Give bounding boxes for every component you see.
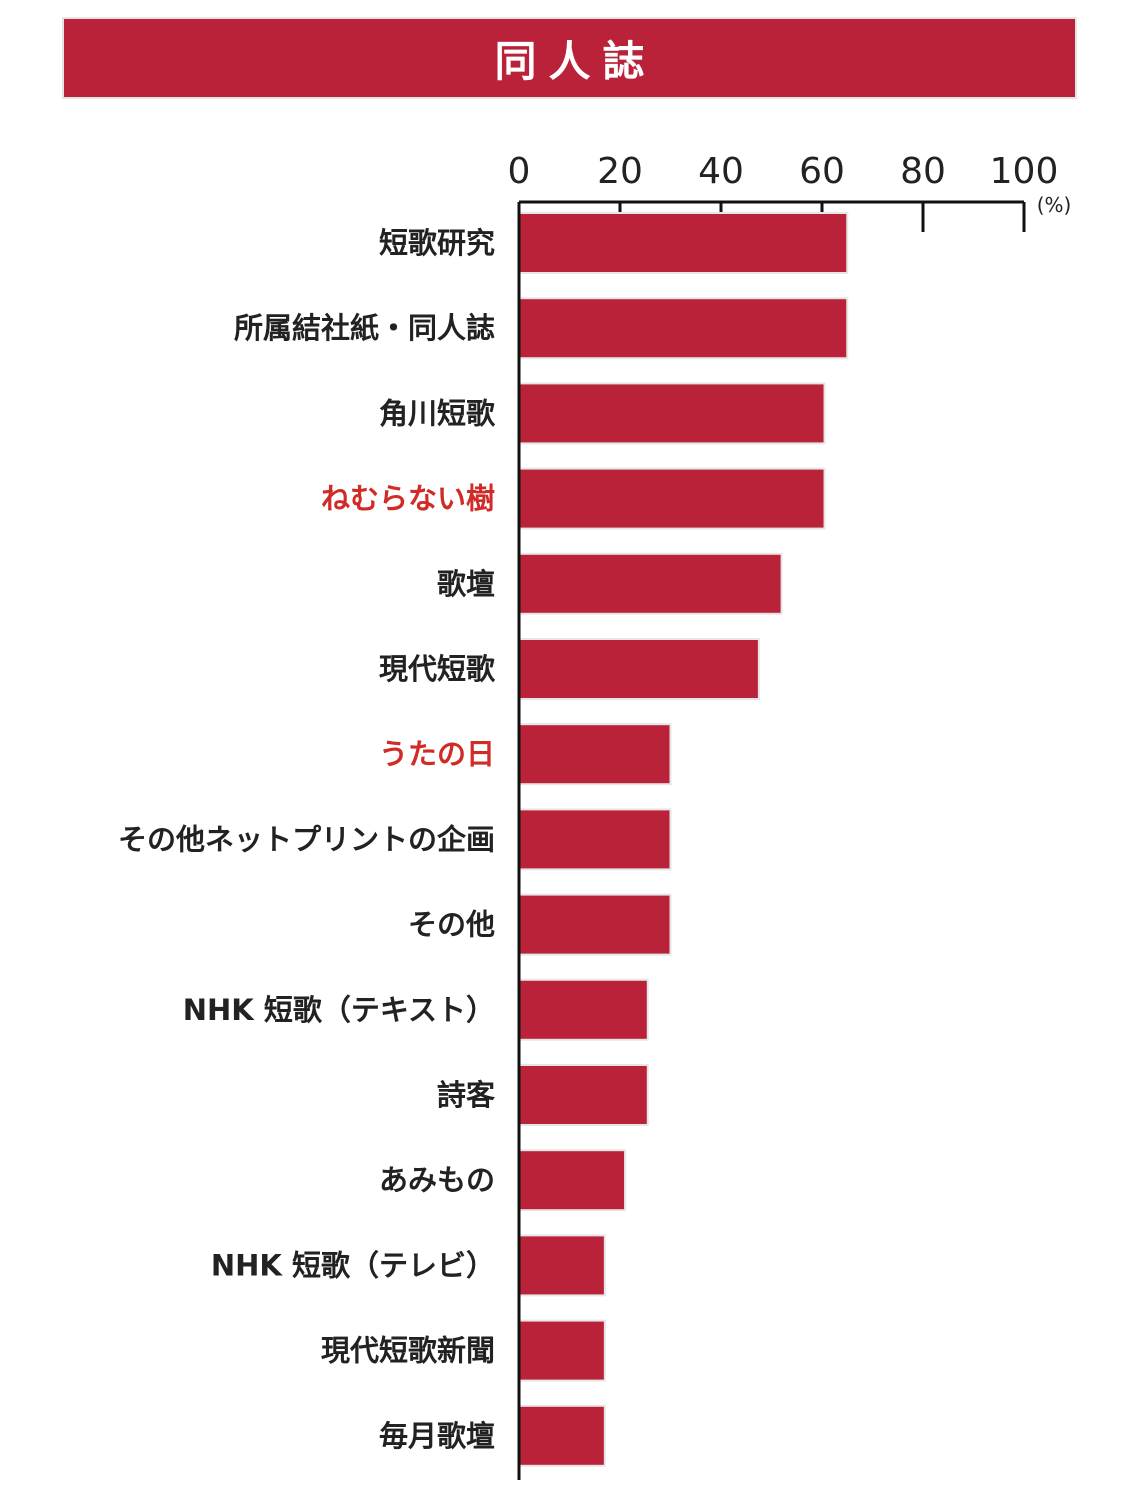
bar xyxy=(518,382,826,445)
bar xyxy=(518,1234,606,1297)
category-label: 所属結社紙・同人誌 xyxy=(234,311,495,345)
category-label: NHK 短歌（テレビ） xyxy=(211,1248,495,1282)
bar xyxy=(518,552,783,615)
x-tick-label: 100 xyxy=(990,151,1059,192)
x-tick-label: 40 xyxy=(698,151,744,192)
bar xyxy=(518,1319,606,1382)
category-label: ねむらない樹 xyxy=(321,482,495,516)
category-label: 歌壇 xyxy=(437,567,495,601)
x-axis-ticks: 0 20 40 60 80 100(%) xyxy=(508,151,1072,232)
category-label: 毎月歌壇 xyxy=(379,1419,495,1453)
category-label: 短歌研究 xyxy=(379,226,495,260)
bar xyxy=(518,893,672,956)
category-label: 現代短歌新聞 xyxy=(321,1334,495,1368)
bar xyxy=(518,1149,627,1212)
category-label: その他ネットプリントの企画 xyxy=(118,822,495,856)
category-labels: 短歌研究所属結社紙・同人誌角川短歌ねむらない樹歌壇現代短歌うたの日その他ネットプ… xyxy=(118,226,496,1453)
axes xyxy=(517,200,1024,1480)
x-tick-label: 60 xyxy=(799,151,845,192)
bar xyxy=(518,808,672,871)
category-label: NHK 短歌（テキスト） xyxy=(183,993,495,1027)
bar xyxy=(518,978,649,1041)
bar xyxy=(518,638,760,700)
category-label: 現代短歌 xyxy=(379,652,496,686)
category-label: 詩客 xyxy=(437,1078,496,1112)
x-tick-label: 20 xyxy=(597,151,643,192)
bar xyxy=(518,467,826,530)
category-label: その他 xyxy=(408,908,495,942)
title-banner: 同人誌 xyxy=(62,17,1077,99)
category-label: あみもの xyxy=(379,1163,495,1197)
bar xyxy=(518,212,849,274)
x-tick-label: 80 xyxy=(900,151,946,192)
category-label: うたの日 xyxy=(379,737,495,771)
bars xyxy=(518,212,849,1467)
unit-label: (%) xyxy=(1037,193,1072,217)
category-label: 角川短歌 xyxy=(379,396,496,430)
bar xyxy=(518,1064,649,1126)
bar xyxy=(518,723,672,786)
bar xyxy=(518,1404,606,1467)
chart-title: 同人誌 xyxy=(494,36,657,86)
x-tick-label: 0 xyxy=(508,151,531,192)
bar xyxy=(518,297,849,360)
